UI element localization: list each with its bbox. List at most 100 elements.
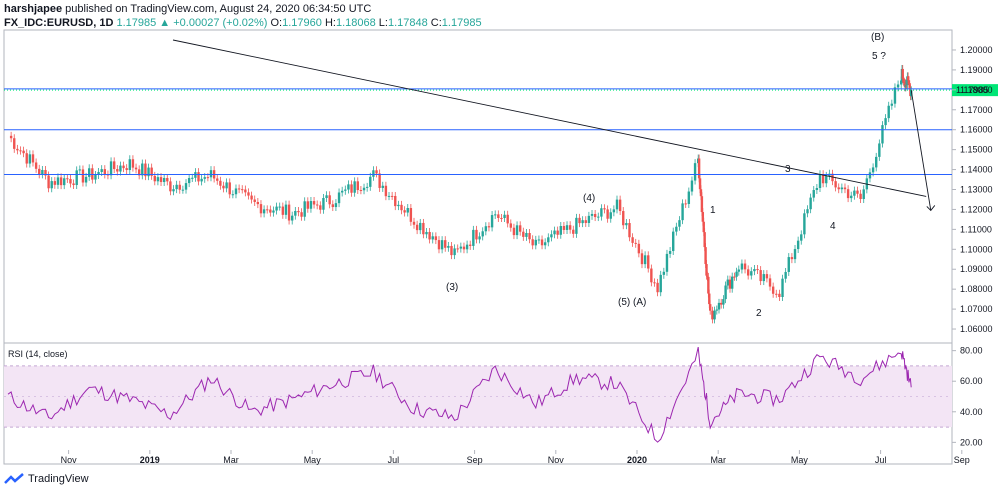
- arrowhead-icon: [926, 205, 936, 212]
- candle-body: [537, 239, 541, 241]
- rsi-series-line: [7, 346, 912, 443]
- candle-body: [790, 257, 794, 260]
- candle-body: [365, 186, 369, 188]
- candle-body: [400, 204, 403, 211]
- candle-body: [431, 236, 434, 240]
- candle-body: [578, 217, 581, 224]
- candle-body: [231, 194, 235, 196]
- candle-body: [709, 304, 712, 311]
- candle-body: [550, 234, 553, 238]
- candle-body: [625, 223, 628, 226]
- candle-body: [334, 203, 338, 208]
- candle-body: [119, 165, 122, 172]
- tradingview-icon: [4, 473, 24, 484]
- candle-body: [203, 177, 206, 179]
- candle-body: [815, 188, 819, 191]
- rsi-axis[interactable]: 80.00 60.00 40.00 20.00: [952, 346, 983, 448]
- rsi-tick-label: 60.00: [960, 376, 983, 386]
- candle-body: [515, 225, 519, 236]
- wave-label: 5 ?: [872, 51, 886, 62]
- time-tick-label: Jul: [388, 455, 400, 465]
- candle-body: [28, 154, 32, 164]
- candle-body: [84, 176, 88, 183]
- candle-body: [415, 224, 419, 231]
- candle-body: [728, 279, 732, 289]
- price-tick-label: 1.08000: [960, 284, 993, 294]
- candle-body: [743, 263, 747, 270]
- candle-body: [322, 198, 325, 210]
- candle-body: [131, 159, 135, 168]
- candle-body: [53, 181, 57, 185]
- candle-body: [746, 269, 750, 276]
- candle-body: [447, 245, 450, 248]
- candle-body: [72, 183, 75, 186]
- rsi-tick-label: 40.00: [960, 407, 983, 417]
- candle-body: [197, 172, 200, 182]
- candle-body: [590, 213, 594, 216]
- candle-body: [687, 191, 691, 204]
- candle-body: [612, 209, 616, 213]
- candle-body: [134, 167, 138, 170]
- candle-body: [675, 226, 678, 232]
- candle-body: [178, 184, 181, 190]
- candle-body: [22, 150, 25, 154]
- candle-body: [731, 276, 734, 289]
- candle-body: [181, 189, 185, 191]
- candle-body: [837, 187, 840, 190]
- candle-body: [490, 215, 494, 228]
- candle-body: [706, 275, 709, 277]
- candle-body: [44, 169, 47, 176]
- candle-body: [275, 206, 278, 211]
- candle-body: [708, 293, 711, 305]
- time-axis[interactable]: Nov 2019 Mar May Jul Sep Nov 2020 Mar May Jul Sep: [61, 450, 970, 465]
- rsi-tick-label: 80.00: [960, 346, 983, 356]
- candle-body: [702, 221, 705, 233]
- price-axis[interactable]: 1.20000 1.19000 1.18000 1.17000 1.16000 1.150…: [952, 45, 993, 334]
- candle-body: [665, 253, 669, 272]
- projection-arrow[interactable]: [910, 90, 932, 211]
- candle-body: [497, 214, 500, 218]
- candle-body: [609, 212, 612, 219]
- price-tick-label: 1.06000: [960, 324, 993, 334]
- current-price-label: 1.17985: [956, 85, 989, 95]
- candle-body: [640, 253, 644, 265]
- candle-body: [100, 169, 103, 172]
- candle-body: [159, 177, 163, 183]
- candle-body: [796, 240, 800, 250]
- candle-body: [475, 229, 478, 240]
- horizontal-levels[interactable]: 1.17985: [4, 84, 998, 176]
- tradingview-logo[interactable]: TradingView: [4, 473, 89, 485]
- candle-body: [622, 211, 625, 226]
- drawings[interactable]: [172, 39, 936, 212]
- candle-body: [272, 210, 275, 213]
- candle-body: [900, 80, 903, 85]
- candle-body: [756, 269, 759, 271]
- candle-body: [122, 165, 125, 169]
- open-value: 1.17960: [282, 17, 322, 29]
- candle-body: [369, 176, 372, 187]
- time-tick-label: Nov: [548, 455, 565, 465]
- candle-body: [568, 225, 572, 230]
- candle-body: [19, 150, 22, 152]
- candle-body: [698, 178, 702, 190]
- candle-body: [13, 138, 16, 149]
- rsi-title: RSI (14, close): [8, 349, 68, 359]
- candle-body: [906, 76, 909, 86]
- candle-body: [50, 181, 53, 189]
- candle-body: [394, 195, 397, 207]
- trendline[interactable]: [172, 39, 927, 197]
- close-value: 1.17985: [441, 17, 482, 29]
- candle-body: [809, 197, 812, 210]
- close-label: C:: [430, 17, 442, 29]
- price-tick-label: 1.17000: [960, 105, 993, 115]
- candle-body: [303, 201, 306, 217]
- price-tick-label: 1.09000: [960, 264, 993, 274]
- candle-body: [603, 208, 606, 210]
- candle-body: [103, 169, 107, 175]
- candle-body: [713, 310, 716, 320]
- candle-body: [125, 168, 128, 171]
- candle-body: [247, 192, 250, 196]
- candle-body: [693, 163, 697, 181]
- chart-border: [3, 29, 953, 465]
